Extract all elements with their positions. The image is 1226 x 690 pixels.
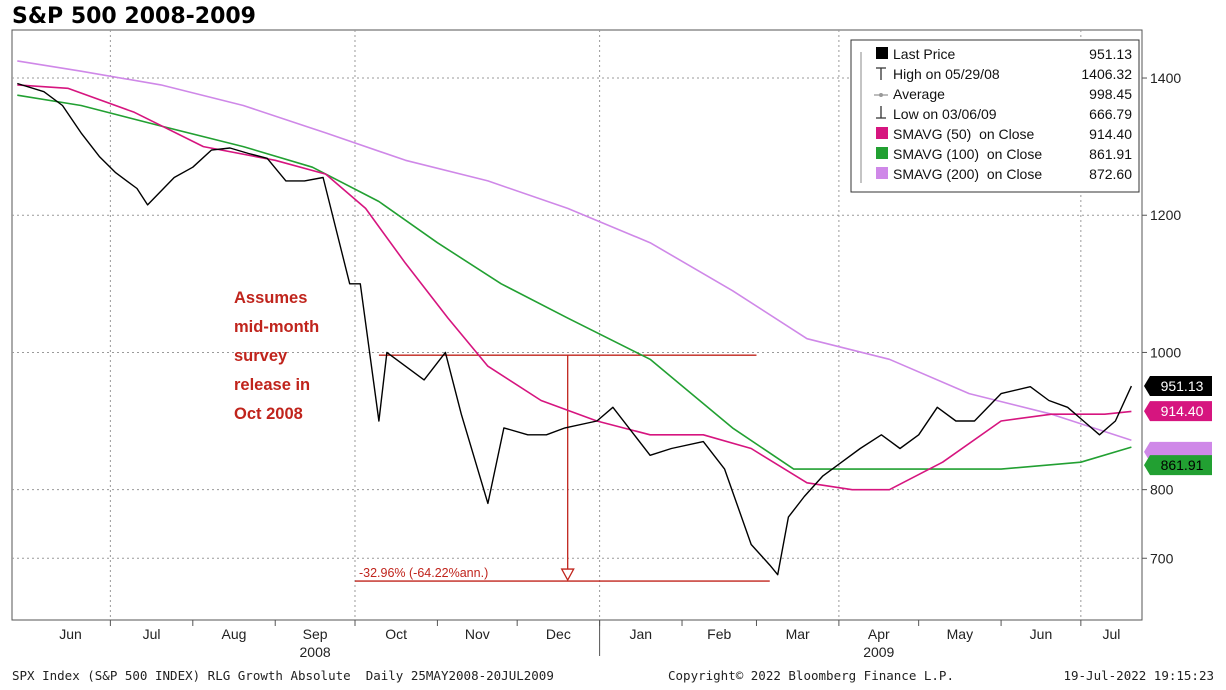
- legend-box: [850, 39, 1140, 193]
- sma100-tag-shape: [1144, 455, 1212, 476]
- sma50-tag-shape: [1144, 401, 1212, 422]
- legend-value-sma100: 861.91: [1089, 146, 1132, 162]
- sma200-swatch: [876, 167, 888, 179]
- legend-label-sma50: SMAVG (50) on Close: [893, 126, 1035, 142]
- legend-label-low: Low on 03/06/09: [893, 106, 997, 122]
- x-tick-label: Sep: [303, 626, 328, 642]
- last-price-tag-label: 951.13: [1161, 378, 1204, 394]
- legend-value-low: 666.79: [1089, 106, 1132, 122]
- annotations: -32.96% (-64.22%ann.) Assumes mid-month …: [234, 289, 770, 582]
- last-price-tag-shape: [1144, 375, 1212, 396]
- x-tick-label: Dec: [546, 626, 571, 642]
- legend-value-sma50: 914.40: [1089, 126, 1132, 142]
- legend-label-sma100: SMAVG (100) on Close: [893, 146, 1042, 162]
- y-axis: 700 800 1000 1200 1400: [1142, 70, 1181, 566]
- x-tick-label: Aug: [222, 626, 247, 642]
- legend-value-last-price: 951.13: [1089, 46, 1132, 62]
- sma50-tag: 914.40: [1144, 401, 1212, 422]
- legend-label-last-price: Last Price: [893, 46, 955, 62]
- footer-timestamp: 19-Jul-2022 19:15:23: [1063, 668, 1214, 683]
- sma100-tag: 861.91: [1144, 455, 1212, 476]
- legend-label-sma200: SMAVG (200) on Close: [893, 166, 1042, 182]
- x-tick-label: May: [947, 626, 973, 642]
- sma50-swatch: [876, 127, 888, 139]
- y-tick-label: 1400: [1150, 70, 1181, 86]
- note-line-5: Oct 2008: [234, 405, 303, 423]
- legend-label-average: Average: [893, 86, 945, 102]
- x-tick-label: Jul: [143, 626, 161, 642]
- note-line-4: release in: [234, 376, 310, 394]
- x-tick-label: Jun: [59, 626, 82, 642]
- legend-value-average: 998.45: [1089, 86, 1132, 102]
- sma50-tag-label: 914.40: [1161, 403, 1204, 419]
- last-price-swatch: [876, 47, 888, 59]
- year-label-2009: 2009: [863, 644, 894, 660]
- x-tick-label: Feb: [707, 626, 731, 642]
- x-tick-label: Nov: [465, 626, 490, 642]
- drop-label: -32.96% (-64.22%ann.): [359, 566, 488, 580]
- last-price-tag: 951.13: [1144, 375, 1212, 396]
- note-line-2: mid-month: [234, 318, 319, 336]
- legend-value-high: 1406.32: [1081, 66, 1132, 82]
- x-tick-label: Mar: [786, 626, 810, 642]
- sma100-swatch: [876, 147, 888, 159]
- series-layer: [17, 60, 1133, 576]
- x-axis: Jun Jul Aug Sep Oct Nov Dec Jan Feb Mar Apr May Jun J…: [59, 620, 1120, 660]
- high-marker-icon: [876, 67, 886, 80]
- gridlines: [12, 30, 1142, 620]
- value-tags: 951.13 914.40 861.91: [1144, 375, 1212, 476]
- y-tick-label: 700: [1150, 550, 1174, 566]
- year-label-2008: 2008: [300, 644, 331, 660]
- sma100-line: [17, 94, 1132, 470]
- note-line-3: survey: [234, 347, 288, 365]
- y-tick-label: 800: [1150, 482, 1174, 498]
- price-line: [17, 82, 1133, 576]
- sma100-tag-label: 861.91: [1161, 457, 1204, 473]
- sma200-line: [17, 60, 1132, 442]
- x-tick-label: Jul: [1102, 626, 1120, 642]
- x-tick-label: Jan: [630, 626, 653, 642]
- footer-source: SPX Index (S&P 500 INDEX) RLG Growth Abs…: [12, 668, 554, 683]
- chart-title: S&P 500 2008-2009: [12, 4, 256, 29]
- low-marker-icon: [876, 106, 886, 119]
- note-line-1: Assumes: [234, 289, 307, 307]
- y-tick-label: 1200: [1150, 207, 1181, 223]
- x-tick-label: Jun: [1030, 626, 1053, 642]
- x-tick-label: Apr: [868, 626, 890, 642]
- x-tick-label: Oct: [385, 626, 407, 642]
- average-dot-icon: [879, 93, 883, 97]
- legend-value-sma200: 872.60: [1089, 166, 1132, 182]
- drop-arrowhead: [560, 568, 575, 582]
- footer-copyright: Copyright© 2022 Bloomberg Finance L.P.: [668, 668, 954, 683]
- legend-label-high: High on 05/29/08: [893, 66, 1000, 82]
- y-tick-label: 1000: [1150, 344, 1181, 360]
- legend: Last Price 951.13 High on 05/29/08 1406.…: [850, 39, 1140, 193]
